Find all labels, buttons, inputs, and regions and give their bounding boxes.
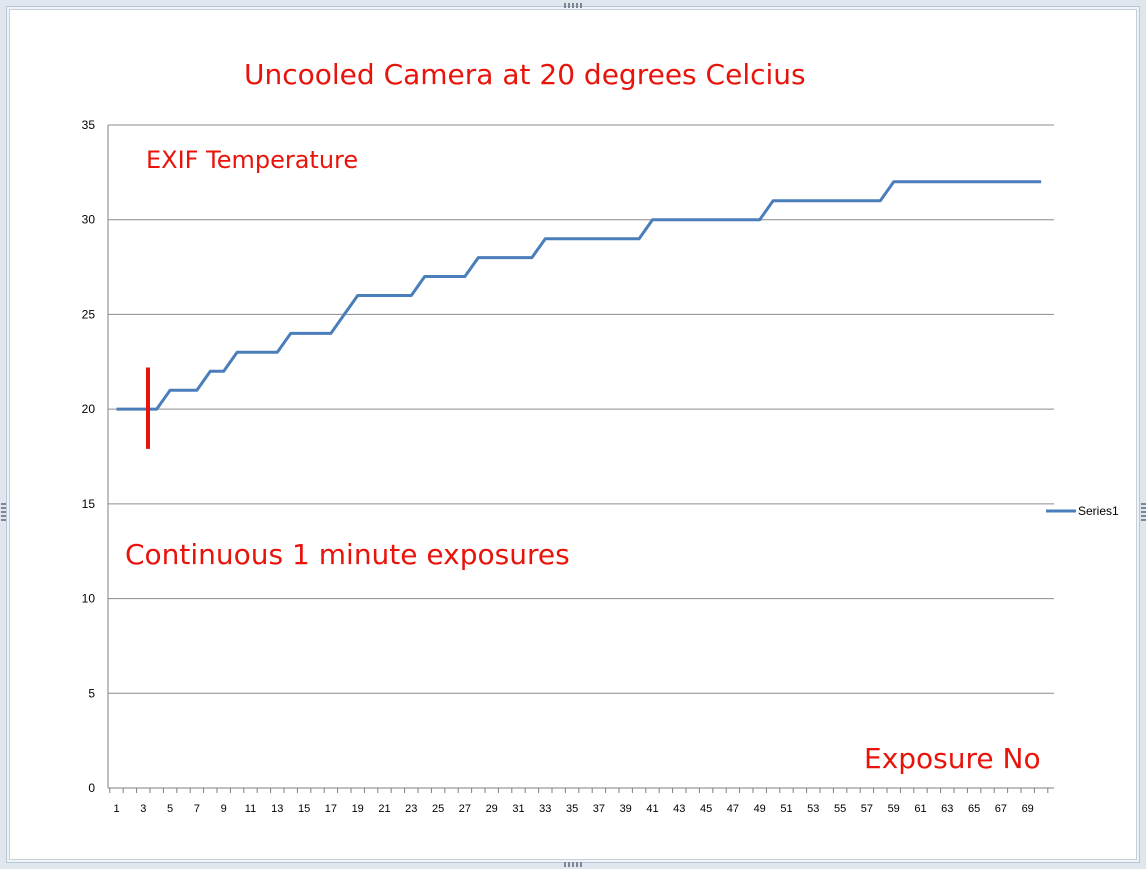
x-tick-3: 3 — [140, 803, 146, 815]
x-tick-31: 31 — [512, 803, 524, 815]
x-tick-55: 55 — [834, 803, 846, 815]
x-tick-57: 57 — [861, 803, 873, 815]
x-tick-59: 59 — [888, 803, 900, 815]
x-tick-15: 15 — [298, 803, 310, 815]
resize-handle-top[interactable] — [564, 3, 582, 8]
series-line-1 — [116, 180, 1042, 411]
annotation-text: Continuous 1 minute exposures — [125, 538, 570, 571]
x-tick-17: 17 — [325, 803, 337, 815]
x-axis — [107, 125, 1054, 793]
x-tick-29: 29 — [486, 803, 498, 815]
x-tick-69: 69 — [1022, 803, 1034, 815]
x-tick-27: 27 — [459, 803, 471, 815]
x-tick-19: 19 — [352, 803, 364, 815]
x-tick-39: 39 — [620, 803, 632, 815]
x-tick-61: 61 — [914, 803, 926, 815]
x-tick-25: 25 — [432, 803, 444, 815]
x-tick-47: 47 — [727, 803, 739, 815]
chart-title: Uncooled Camera at 20 degrees Celcius — [244, 58, 806, 91]
x-tick-37: 37 — [593, 803, 605, 815]
x-tick-23: 23 — [405, 803, 417, 815]
y-tick-20: 20 — [82, 402, 96, 416]
x-tick-63: 63 — [941, 803, 953, 815]
x-tick-35: 35 — [566, 803, 578, 815]
x-tick-13: 13 — [271, 803, 283, 815]
x-tick-67: 67 — [995, 803, 1007, 815]
resize-handle-left[interactable] — [1, 503, 6, 521]
y-tick-25: 25 — [82, 307, 96, 321]
gridlines — [108, 124, 1054, 694]
x-tick-7: 7 — [194, 803, 200, 815]
y-tick-15: 15 — [82, 497, 96, 511]
legend: Series1 — [1046, 504, 1119, 518]
x-tick-53: 53 — [807, 803, 819, 815]
chart-area[interactable] — [9, 9, 1137, 860]
x-tick-33: 33 — [539, 803, 551, 815]
x-tick-labels: 1 3 5 7 9 11 13 15 17 19 21 23 25 27 29 31 33 35 37 39 41 43 4… — [113, 803, 1033, 815]
x-tick-5: 5 — [167, 803, 173, 815]
x-tick-21: 21 — [378, 803, 390, 815]
y-axis-label: EXIF Temperature — [146, 146, 359, 174]
x-tick-11: 11 — [245, 803, 256, 815]
resize-handle-right[interactable] — [1141, 503, 1146, 521]
x-axis-label: Exposure No — [864, 742, 1041, 775]
legend-label-series1: Series1 — [1078, 504, 1119, 518]
resize-handle-bottom[interactable] — [564, 862, 582, 867]
x-tick-51: 51 — [780, 803, 792, 815]
x-tick-41: 41 — [646, 803, 658, 815]
y-tick-30: 30 — [82, 213, 96, 227]
x-tick-49: 49 — [754, 803, 766, 815]
x-tick-1: 1 — [113, 803, 119, 815]
x-tick-43: 43 — [673, 803, 685, 815]
y-tick-35: 35 — [82, 118, 96, 132]
y-tick-10: 10 — [82, 592, 96, 606]
x-tick-65: 65 — [968, 803, 980, 815]
y-tick-0: 0 — [88, 781, 95, 795]
y-tick-labels: 0 5 10 15 20 25 30 35 — [82, 118, 96, 795]
x-tick-45: 45 — [700, 803, 712, 815]
series-lines — [116, 180, 1042, 411]
x-tick-9: 9 — [221, 803, 227, 815]
y-tick-5: 5 — [88, 686, 95, 700]
